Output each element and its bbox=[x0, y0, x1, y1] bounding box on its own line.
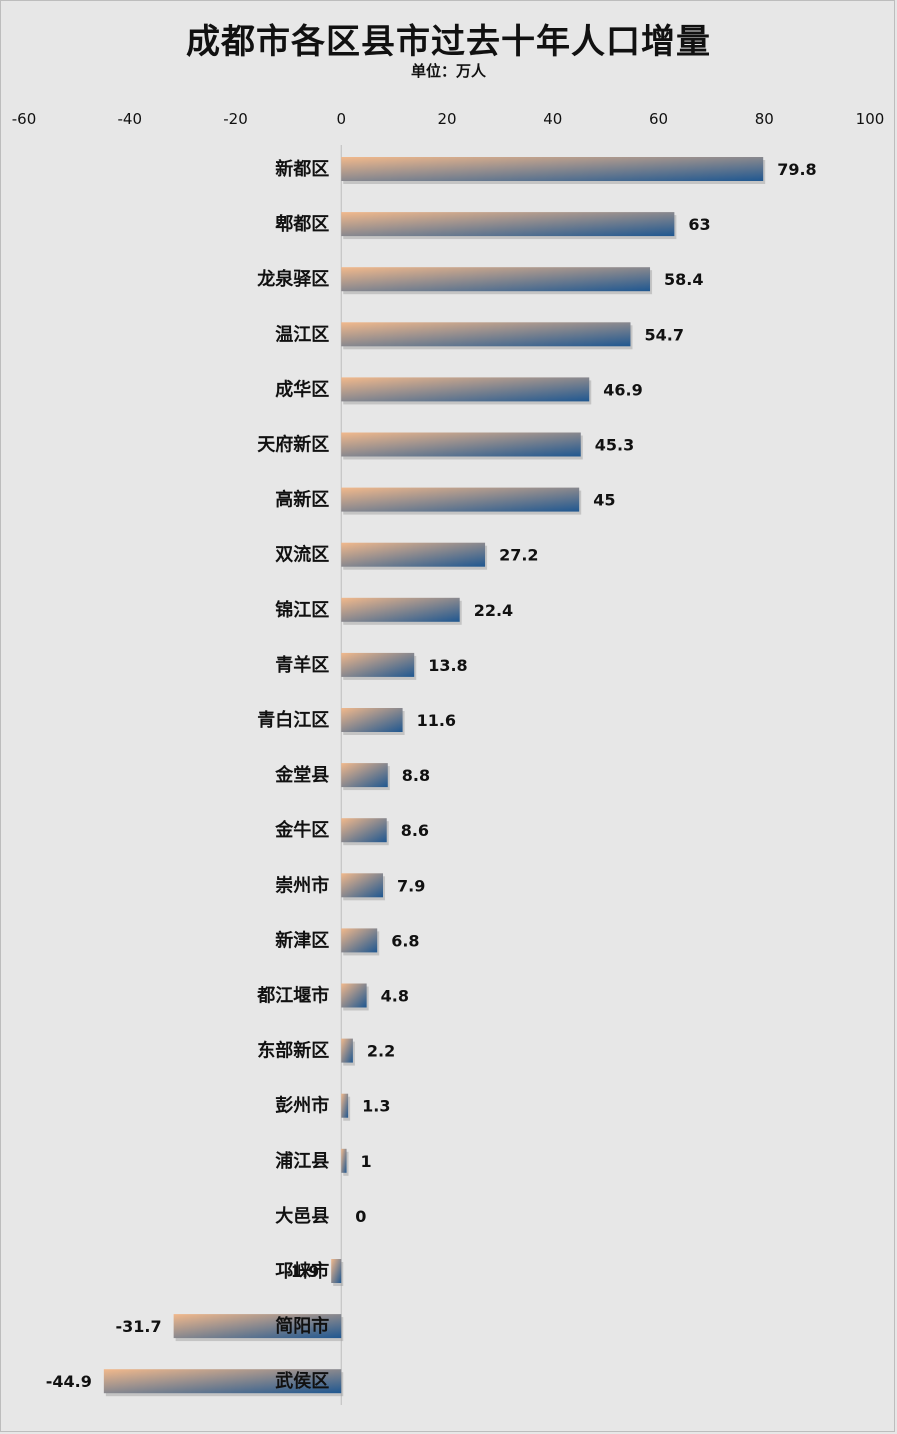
value-label: 4.8 bbox=[381, 987, 409, 1006]
value-label: -1.9 bbox=[284, 1262, 319, 1281]
bar bbox=[173, 1314, 342, 1339]
category-label: 金堂县 bbox=[274, 764, 329, 786]
value-label: 8.6 bbox=[401, 821, 429, 840]
value-label: -44.9 bbox=[46, 1372, 92, 1391]
value-label: 58.4 bbox=[664, 270, 703, 289]
category-label: 锦江区 bbox=[275, 599, 329, 621]
category-label: 浦江县 bbox=[275, 1150, 329, 1172]
category-label: 简阳市 bbox=[275, 1315, 329, 1337]
category-label: 新都区 bbox=[275, 158, 329, 180]
x-tick-label: 100 bbox=[856, 110, 885, 128]
value-label: 13.8 bbox=[428, 656, 467, 675]
category-label: 成华区 bbox=[275, 378, 329, 400]
bar bbox=[341, 1038, 353, 1063]
bar bbox=[341, 322, 631, 347]
bar bbox=[341, 928, 378, 953]
category-label: 双流区 bbox=[275, 544, 329, 566]
category-label: 大邑县 bbox=[275, 1205, 329, 1227]
bar bbox=[341, 1148, 347, 1173]
category-label: 都江堰市 bbox=[256, 985, 329, 1007]
x-tick-label: 40 bbox=[543, 110, 562, 128]
x-tick-label: -60 bbox=[12, 110, 37, 128]
bar bbox=[341, 267, 651, 292]
bar bbox=[341, 763, 388, 788]
bars-group: 新都区 79.8 郫都区 63 龙泉驿区 58.4 温江区 54.7 成华区 46.9 天府新区 45… bbox=[46, 157, 817, 1397]
category-label: 郫都区 bbox=[275, 213, 329, 235]
category-label: 邛崃市 bbox=[275, 1260, 329, 1282]
bar bbox=[341, 1093, 349, 1118]
chart-title: 成都市各区县市过去十年人口增量 bbox=[186, 22, 711, 62]
category-label: 青白江区 bbox=[257, 709, 329, 731]
value-label: 22.4 bbox=[474, 601, 513, 620]
bar bbox=[341, 652, 415, 677]
value-label: 6.8 bbox=[391, 931, 419, 950]
bar bbox=[341, 708, 403, 732]
x-tick-label: 60 bbox=[649, 110, 668, 128]
value-label: 8.8 bbox=[402, 766, 430, 785]
value-label: 1 bbox=[361, 1152, 372, 1171]
bar bbox=[341, 157, 764, 181]
value-label: 46.9 bbox=[603, 380, 642, 399]
x-tick-label: 80 bbox=[755, 110, 774, 128]
bar bbox=[341, 597, 460, 622]
bar bbox=[331, 1259, 342, 1283]
category-label: 天府新区 bbox=[257, 434, 329, 456]
category-label: 温江区 bbox=[275, 324, 329, 345]
x-axis-ticks: -60 -40 -20 0 20 40 60 80 100 bbox=[12, 110, 885, 128]
category-label: 龙泉驿区 bbox=[257, 268, 329, 290]
bar bbox=[341, 873, 384, 898]
x-tick-label: 20 bbox=[437, 110, 456, 128]
bar bbox=[341, 983, 367, 1008]
value-label: 7.9 bbox=[397, 876, 425, 895]
x-tick-label: -40 bbox=[118, 110, 143, 128]
bar bbox=[341, 487, 580, 512]
category-label: 彭州市 bbox=[275, 1095, 329, 1117]
bar bbox=[103, 1369, 342, 1394]
bar bbox=[341, 432, 581, 457]
bar bbox=[341, 377, 590, 402]
bar bbox=[341, 818, 387, 843]
x-tick-label: 0 bbox=[336, 110, 346, 128]
value-label: 45 bbox=[593, 491, 615, 510]
value-label: -31.7 bbox=[116, 1317, 162, 1336]
value-label: 0 bbox=[355, 1207, 366, 1226]
category-label: 东部新区 bbox=[257, 1040, 329, 1062]
value-label: 11.6 bbox=[417, 711, 456, 730]
value-label: 45.3 bbox=[595, 436, 634, 455]
value-label: 27.2 bbox=[499, 546, 538, 565]
value-label: 2.2 bbox=[367, 1042, 395, 1061]
category-label: 青羊区 bbox=[275, 654, 329, 676]
chart-subtitle: 单位：万人 bbox=[410, 62, 486, 80]
category-label: 高新区 bbox=[275, 489, 329, 511]
x-tick-label: -20 bbox=[223, 110, 248, 128]
value-label: 79.8 bbox=[777, 160, 816, 179]
category-label: 崇州市 bbox=[275, 874, 329, 896]
category-label: 金牛区 bbox=[274, 819, 329, 841]
value-label: 63 bbox=[688, 215, 710, 234]
category-label: 武侯区 bbox=[275, 1370, 329, 1392]
category-label: 新津区 bbox=[275, 929, 329, 951]
value-label: 1.3 bbox=[362, 1097, 390, 1116]
bar bbox=[341, 212, 675, 237]
value-label: 54.7 bbox=[644, 325, 683, 344]
bar bbox=[341, 542, 486, 567]
